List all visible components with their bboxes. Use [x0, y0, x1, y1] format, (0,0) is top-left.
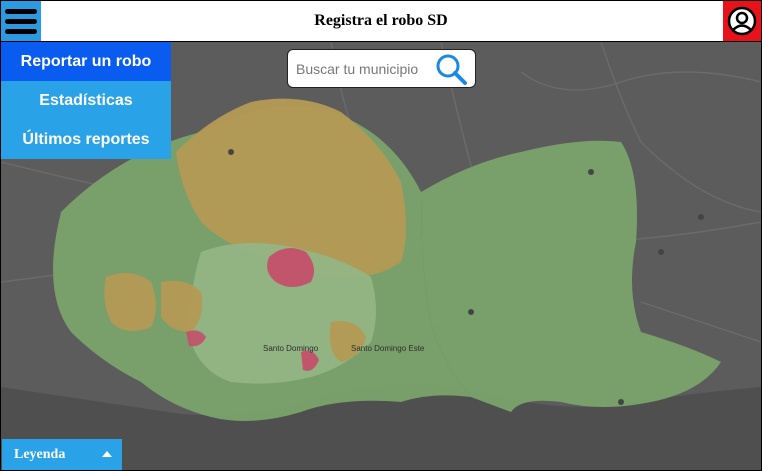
nav-statistics[interactable]: Estadísticas — [1, 81, 171, 120]
municipality-search — [287, 49, 476, 88]
user-icon — [727, 6, 757, 36]
map-label: Santo Domingo — [263, 344, 319, 353]
nav-report-robbery[interactable]: Reportar un robo — [1, 42, 171, 81]
legend-label: Leyenda — [14, 447, 66, 462]
map-label: Santo Domingo Este — [351, 344, 425, 353]
zone-hotspot-3 — [186, 330, 206, 347]
page-title: Registra el robo SD — [314, 12, 448, 29]
search-input[interactable] — [296, 58, 426, 80]
top-bar: Registra el robo SD — [1, 1, 761, 42]
menu-bar — [5, 28, 37, 34]
zone-hotspot-1 — [267, 248, 315, 287]
nav-latest-reports[interactable]: Últimos reportes — [1, 120, 171, 159]
legend-toggle[interactable]: Leyenda — [2, 439, 122, 470]
hamburger-menu-button[interactable] — [1, 1, 41, 41]
zone-north — [176, 98, 406, 278]
menu-bar — [5, 8, 37, 14]
zone-west-tan-2 — [161, 280, 203, 332]
zone-south-tan — [329, 321, 366, 362]
zone-urban — [189, 243, 376, 384]
map-town-dots — [228, 149, 704, 405]
zone-hotspot-2 — [301, 350, 319, 371]
caret-up-icon — [102, 451, 112, 457]
search-icon[interactable] — [435, 53, 469, 90]
zone-east — [421, 140, 721, 412]
menu-bar — [5, 18, 37, 24]
zone-west-tan — [104, 273, 156, 331]
side-menu: Reportar un robo Estadísticas Últimos re… — [1, 42, 171, 159]
user-profile-button[interactable] — [723, 1, 761, 41]
